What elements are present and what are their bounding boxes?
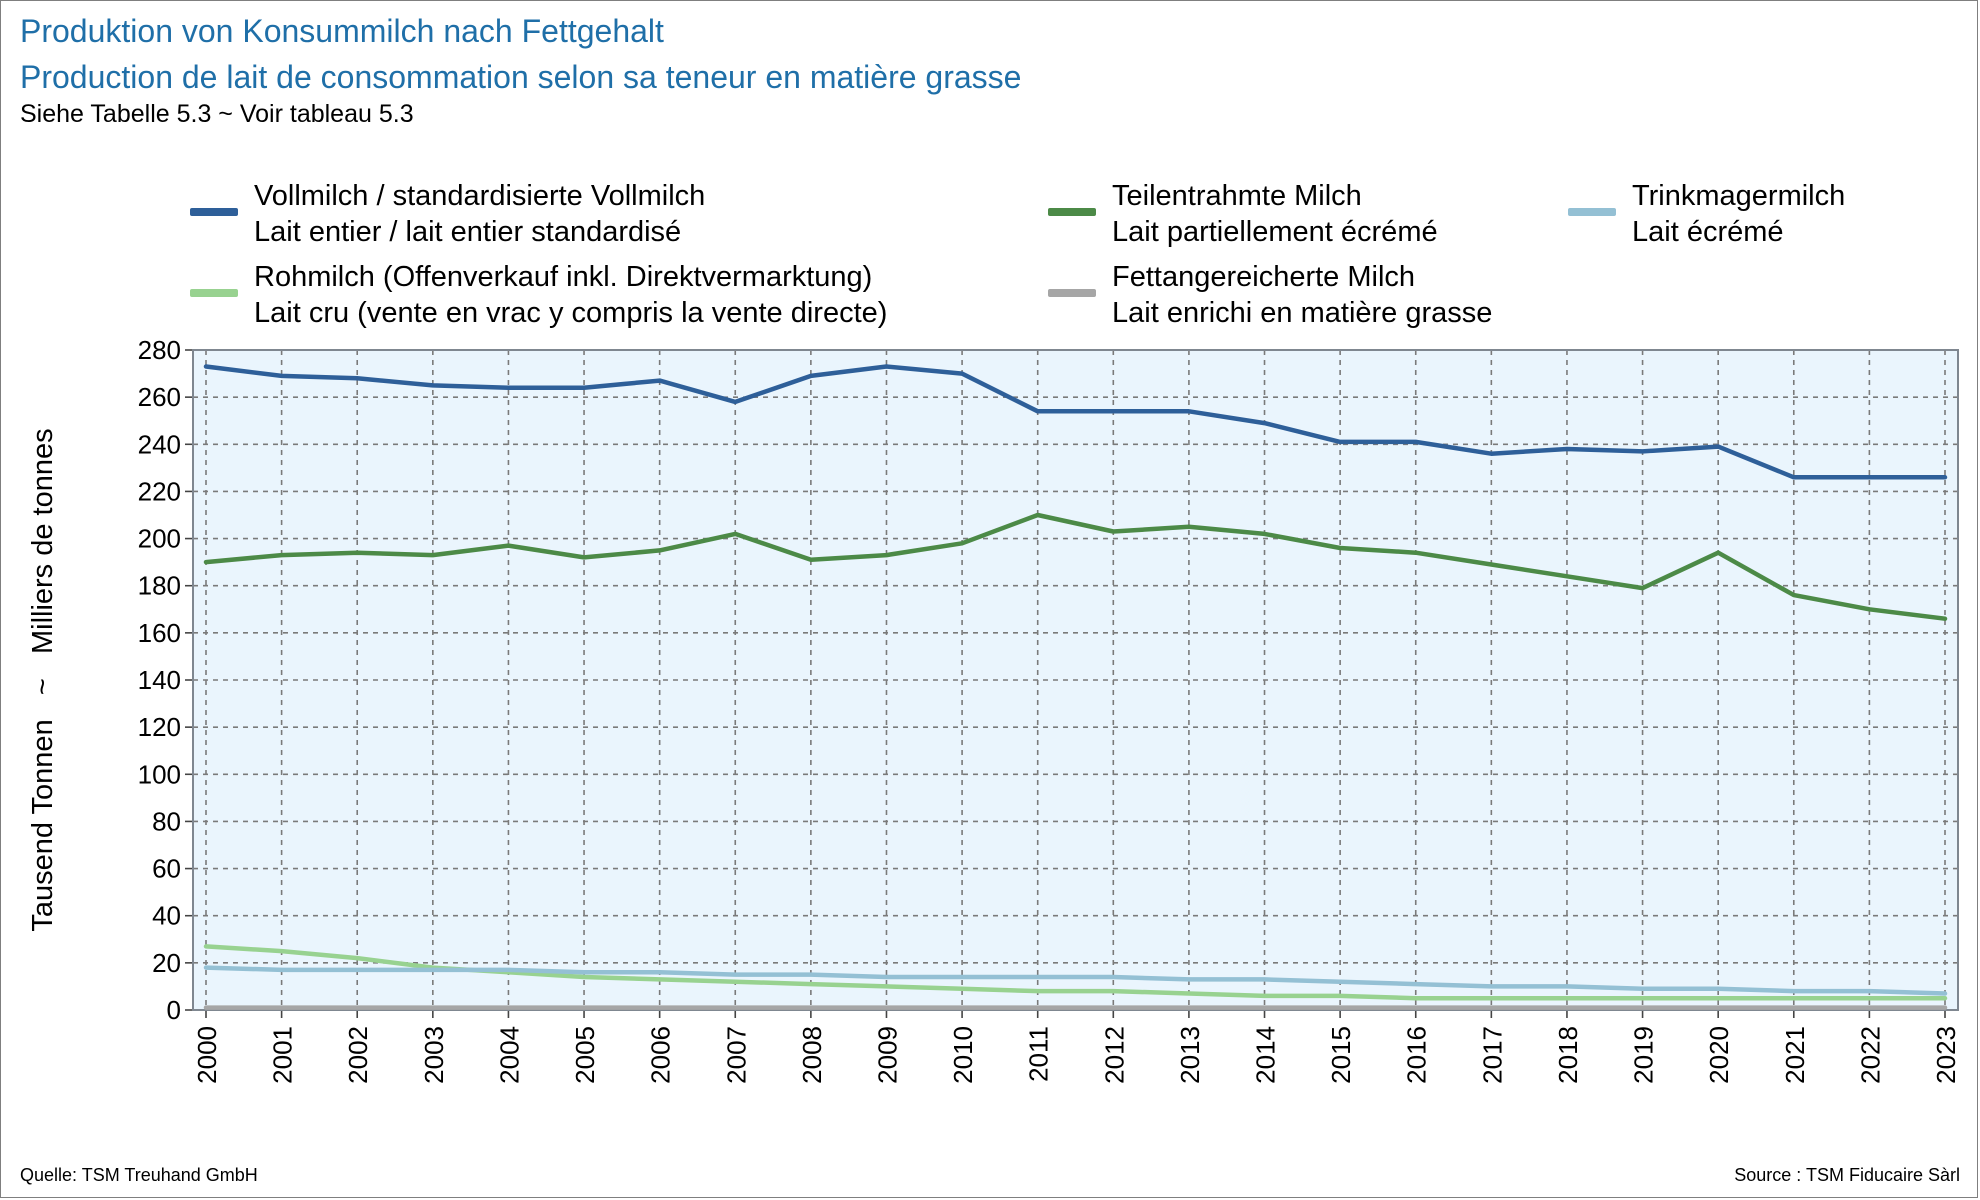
series-line-teilentrahmt bbox=[203, 512, 1948, 621]
source-label-german: Quelle: TSM Treuhand GmbH bbox=[20, 1165, 258, 1185]
y-axis-label: Tausend Tonnen ~ Milliers de tonnes bbox=[27, 428, 59, 931]
x-tick-label: 2006 bbox=[646, 1026, 676, 1084]
chart-title-french: Production de lait de consommation selon… bbox=[20, 59, 1022, 95]
x-tick-label: 2012 bbox=[1099, 1026, 1129, 1084]
y-tick-label: 20 bbox=[152, 948, 181, 978]
y-tick-label: 40 bbox=[152, 901, 181, 931]
y-tick-label: 140 bbox=[138, 665, 181, 695]
x-tick-label: 2015 bbox=[1326, 1026, 1356, 1084]
y-tick-label: 220 bbox=[138, 476, 181, 506]
chart-title-german: Produktion von Konsummilch nach Fettgeha… bbox=[20, 13, 664, 49]
x-tick-label: 2020 bbox=[1704, 1026, 1734, 1084]
y-tick-label: 60 bbox=[152, 854, 181, 884]
y-tick-label: 180 bbox=[138, 571, 181, 601]
y-tick-label: 100 bbox=[138, 759, 181, 789]
y-tick-label: 240 bbox=[138, 429, 181, 459]
x-tick-label: 2003 bbox=[419, 1026, 449, 1084]
y-tick-label: 280 bbox=[138, 335, 181, 365]
y-tick-label: 120 bbox=[138, 712, 181, 742]
x-tick-label: 2021 bbox=[1780, 1026, 1810, 1084]
source-label-french: Source : TSM Fiducaire Sàrl bbox=[1734, 1165, 1960, 1185]
series-line-trinkmager bbox=[203, 965, 1948, 996]
chart-title: Produktion von Konsummilch nach Fettgeha… bbox=[20, 8, 1021, 100]
x-tick-label: 2022 bbox=[1855, 1026, 1885, 1084]
x-tick-label: 2013 bbox=[1175, 1026, 1205, 1084]
y-tick-label: 260 bbox=[138, 382, 181, 412]
x-tick-label: 2004 bbox=[494, 1026, 524, 1084]
x-tick-label: 2016 bbox=[1402, 1026, 1432, 1084]
x-tick-label: 2011 bbox=[1024, 1026, 1054, 1082]
x-tick-label: 2005 bbox=[570, 1026, 600, 1084]
series-line-vollmilch bbox=[203, 364, 1948, 480]
y-tick-label: 0 bbox=[167, 995, 181, 1025]
y-tick-label: 80 bbox=[152, 806, 181, 836]
x-tick-label: 2002 bbox=[343, 1026, 373, 1084]
x-tick-label: 2009 bbox=[872, 1026, 902, 1084]
y-tick-label: 200 bbox=[138, 524, 181, 554]
x-tick-label: 2000 bbox=[192, 1026, 222, 1084]
table-reference-note: Siehe Tabelle 5.3 ~ Voir tableau 5.3 bbox=[20, 100, 414, 128]
plot-border bbox=[192, 349, 1959, 1011]
x-tick-label: 2010 bbox=[948, 1026, 978, 1084]
x-tick-label: 2001 bbox=[268, 1026, 298, 1084]
y-tick-label: 160 bbox=[138, 618, 181, 648]
x-tick-label: 2017 bbox=[1477, 1026, 1507, 1084]
x-tick-label: 2019 bbox=[1629, 1026, 1659, 1084]
x-tick-label: 2014 bbox=[1251, 1026, 1281, 1084]
x-tick-label: 2008 bbox=[797, 1026, 827, 1084]
x-tick-label: 2023 bbox=[1931, 1026, 1961, 1084]
x-tick-label: 2018 bbox=[1553, 1026, 1583, 1084]
x-tick-label: 2007 bbox=[721, 1026, 751, 1084]
